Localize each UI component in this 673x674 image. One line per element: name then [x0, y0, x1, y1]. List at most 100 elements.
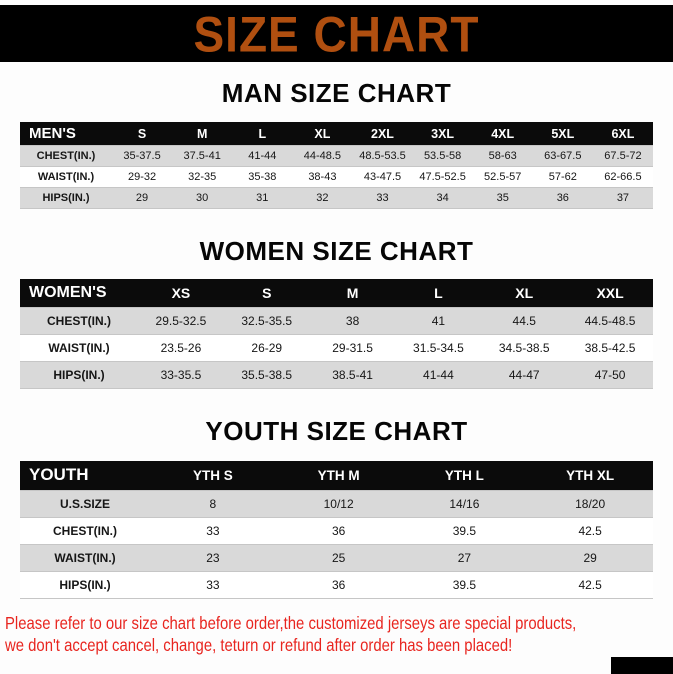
size-value-cell: 44.5 [481, 306, 568, 335]
size-value-cell: 32.5-35.5 [223, 306, 310, 335]
size-value-cell: 33 [150, 571, 276, 600]
row-label-cell: WAIST(IN.) [20, 333, 138, 362]
footer-note-line2: we don't accept cancel, change, teturn o… [5, 635, 513, 656]
table-row: CHEST(IN.) 33 36 39.5 42.5 [20, 517, 653, 545]
table-row: CHEST(IN.) 35-37.5 37.5-41 41-44 44-48.5 48.5… [20, 145, 653, 167]
size-value-cell: 53.5-58 [412, 145, 473, 167]
top-right-corner-tab [644, 5, 673, 18]
row-label-cell: WAIST(IN.) [20, 166, 112, 188]
table-row: U.S.SIZE 8 10/12 14/16 18/20 [20, 490, 653, 518]
size-value-cell: 34 [412, 187, 473, 210]
size-value-cell: 39.5 [401, 571, 528, 600]
size-value-cell: 63-67.5 [532, 145, 593, 167]
bottom-right-corner-tab [611, 657, 673, 674]
size-value-cell: 43-47.5 [352, 166, 413, 188]
women-section-heading: WOMEN SIZE CHART [199, 236, 474, 267]
size-value-cell: 42.5 [527, 571, 653, 600]
size-value-cell: 57-62 [532, 166, 593, 188]
size-value-cell: 38.5-41 [309, 360, 396, 389]
row-label-cell: WAIST(IN.) [20, 544, 150, 572]
size-value-cell: 35-37.5 [112, 145, 173, 167]
size-value-cell: 29-32 [112, 166, 173, 188]
size-value-cell: 8 [150, 490, 276, 518]
size-value-cell: 14/16 [401, 490, 528, 518]
size-value-cell: 38 [309, 306, 396, 335]
size-value-cell: 39.5 [401, 517, 528, 545]
size-column-header: L [232, 121, 293, 147]
size-column-header: 5XL [532, 121, 593, 147]
size-value-cell: 33-35.5 [138, 360, 224, 389]
size-value-cell: 37.5-41 [172, 145, 233, 167]
size-value-cell: 10/12 [275, 490, 402, 518]
size-value-cell: 34.5-38.5 [481, 333, 568, 362]
size-column-header: XXL [567, 279, 653, 308]
size-value-cell: 36 [275, 571, 402, 600]
header-row: MEN'S S M L XL 2XL 3XL 4XL 5XL 6XL [20, 121, 653, 147]
row-label-cell: CHEST(IN.) [20, 145, 112, 167]
size-value-cell: 41 [395, 306, 482, 335]
page-title: SIZE CHART [193, 5, 480, 62]
size-value-cell: 35 [472, 187, 533, 210]
youth-size-table: YOUTH YTH S YTH M YTH L YTH XL U.S.SIZE 8 10/12… [20, 460, 653, 600]
row-label-cell: CHEST(IN.) [20, 517, 150, 545]
size-value-cell: 31.5-34.5 [395, 333, 482, 362]
table-row: CHEST(IN.) 29.5-32.5 32.5-35.5 38 41 44.5 44.5… [20, 306, 653, 335]
size-value-cell: 35-38 [232, 166, 293, 188]
size-value-cell: 33 [150, 517, 276, 545]
size-column-header: 3XL [412, 121, 473, 147]
title-banner: SIZE CHART [0, 5, 673, 62]
size-column-header: YTH M [275, 460, 402, 492]
size-column-header: M [309, 279, 396, 308]
size-value-cell: 47-50 [567, 360, 653, 389]
table-row: HIPS(IN.) 33-35.5 35.5-38.5 38.5-41 41-44 44-… [20, 360, 653, 389]
table-row: WAIST(IN.) 29-32 32-35 35-38 38-43 43-47.5 47.… [20, 166, 653, 188]
size-value-cell: 48.5-53.5 [352, 145, 413, 167]
size-column-header: XL [292, 121, 353, 147]
size-value-cell: 47.5-52.5 [412, 166, 473, 188]
size-value-cell: 29.5-32.5 [138, 306, 224, 335]
size-value-cell: 23.5-26 [138, 333, 224, 362]
table-row: WAIST(IN.) 23.5-26 26-29 29-31.5 31.5-34.5 34… [20, 333, 653, 362]
size-value-cell: 36 [532, 187, 593, 210]
table-row: WAIST(IN.) 23 25 27 29 [20, 544, 653, 572]
size-value-cell: 52.5-57 [472, 166, 533, 188]
size-column-header: YTH L [401, 460, 528, 492]
header-row: WOMEN'S XS S M L XL XXL [20, 279, 653, 308]
size-value-cell: 42.5 [527, 517, 653, 545]
men-section-heading: MAN SIZE CHART [221, 78, 452, 108]
men-size-chart-section: MAN SIZE CHART MEN'S S M L XL 2XL 3XL 4XL 5XL 6XL… [0, 78, 673, 210]
header-row: YOUTH YTH S YTH M YTH L YTH XL [20, 460, 653, 492]
size-column-header: 4XL [472, 121, 533, 147]
row-label-cell: HIPS(IN.) [20, 360, 138, 389]
men-size-table: MEN'S S M L XL 2XL 3XL 4XL 5XL 6XL CHEST(IN.) 35-37… [20, 121, 653, 210]
size-column-header: M [172, 121, 233, 147]
row-label-cell: HIPS(IN.) [20, 187, 112, 210]
footer-note-line1: Please refer to our size chart before or… [5, 613, 577, 634]
size-value-cell: 44.5-48.5 [567, 306, 653, 335]
size-value-cell: 30 [172, 187, 233, 210]
size-column-header: YTH XL [527, 460, 653, 492]
size-value-cell: 35.5-38.5 [223, 360, 310, 389]
row-label-cell: HIPS(IN.) [20, 571, 150, 600]
size-value-cell: 44-47 [481, 360, 568, 389]
size-column-header: S [223, 279, 310, 308]
row-label-cell: CHEST(IN.) [20, 306, 138, 335]
table-row: HIPS(IN.) 29 30 31 32 33 34 35 36 37 [20, 187, 653, 210]
women-size-chart-section: WOMEN SIZE CHART WOMEN'S XS S M L XL XXL CHEST(… [0, 236, 673, 389]
footer-note: Please refer to our size chart before or… [0, 613, 673, 657]
row-label-cell: U.S.SIZE [20, 490, 150, 518]
size-value-cell: 26-29 [223, 333, 310, 362]
size-value-cell: 23 [150, 544, 276, 572]
youth-section-heading: YOUTH SIZE CHART [205, 415, 468, 446]
size-value-cell: 58-63 [472, 145, 533, 167]
size-value-cell: 33 [352, 187, 413, 210]
size-column-header: L [395, 279, 482, 308]
size-column-header: S [112, 121, 173, 147]
size-value-cell: 25 [275, 544, 402, 572]
youth-size-chart-section: YOUTH SIZE CHART YOUTH YTH S YTH M YTH L YTH… [0, 415, 673, 600]
top-left-corner-tab [0, 5, 29, 18]
size-value-cell: 29 [112, 187, 173, 210]
size-column-header: 2XL [352, 121, 413, 147]
size-value-cell: 31 [232, 187, 293, 210]
size-value-cell: 29 [527, 544, 653, 572]
